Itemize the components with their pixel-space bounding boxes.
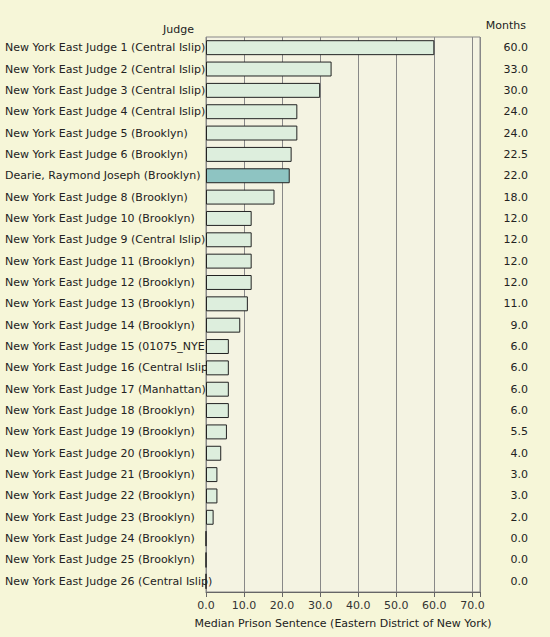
svg-text:New York East Judge 12 (Brookl: New York East Judge 12 (Brooklyn)	[5, 276, 195, 289]
svg-text:5.5: 5.5	[511, 425, 529, 438]
svg-text:New York East Judge 21 (Brookl: New York East Judge 21 (Brooklyn)	[5, 468, 195, 481]
svg-text:0.0: 0.0	[511, 553, 529, 566]
svg-text:30.0: 30.0	[308, 599, 333, 612]
svg-text:New York East Judge 1 (Central: New York East Judge 1 (Central Islip)	[5, 41, 205, 54]
svg-text:New York East Judge 5 (Brookly: New York East Judge 5 (Brooklyn)	[5, 127, 188, 140]
svg-text:New York East Judge 8 (Brookly: New York East Judge 8 (Brooklyn)	[5, 191, 188, 204]
svg-text:33.0: 33.0	[504, 63, 529, 76]
svg-text:Dearie, Raymond Joseph (Brookl: Dearie, Raymond Joseph (Brooklyn)	[5, 169, 201, 182]
svg-text:New York East Judge 20 (Brookl: New York East Judge 20 (Brooklyn)	[5, 447, 195, 460]
svg-text:Months: Months	[486, 19, 526, 32]
svg-text:12.0: 12.0	[504, 255, 529, 268]
svg-text:24.0: 24.0	[504, 105, 529, 118]
svg-text:New York East Judge 23 (Brookl: New York East Judge 23 (Brooklyn)	[5, 511, 195, 524]
svg-text:New York East Judge 3 (Central: New York East Judge 3 (Central Islip)	[5, 84, 205, 97]
svg-text:60.0: 60.0	[422, 599, 447, 612]
svg-text:Judge: Judge	[162, 23, 194, 36]
svg-text:6.0: 6.0	[511, 404, 529, 417]
svg-text:11.0: 11.0	[504, 297, 529, 310]
svg-text:18.0: 18.0	[504, 191, 529, 204]
svg-text:New York East Judge 15 (01075_: New York East Judge 15 (01075_NYE)	[5, 340, 209, 353]
svg-text:12.0: 12.0	[504, 276, 529, 289]
svg-text:New York East Judge 19 (Brookl: New York East Judge 19 (Brooklyn)	[5, 425, 195, 438]
svg-text:20.0: 20.0	[270, 599, 295, 612]
svg-text:3.0: 3.0	[511, 489, 529, 502]
svg-text:6.0: 6.0	[511, 340, 529, 353]
svg-text:60.0: 60.0	[504, 41, 529, 54]
svg-text:22.0: 22.0	[504, 169, 529, 182]
svg-text:New York East Judge 16 (Centra: New York East Judge 16 (Central Islip)	[5, 361, 212, 374]
svg-text:New York East Judge 25 (Brookl: New York East Judge 25 (Brooklyn)	[5, 553, 195, 566]
svg-text:40.0: 40.0	[346, 599, 371, 612]
svg-text:New York East Judge 17 (Manhat: New York East Judge 17 (Manhattan)	[5, 383, 206, 396]
svg-text:New York East Judge 4 (Central: New York East Judge 4 (Central Islip)	[5, 105, 205, 118]
svg-text:New York East Judge 24 (Brookl: New York East Judge 24 (Brooklyn)	[5, 532, 195, 545]
svg-text:4.0: 4.0	[511, 447, 529, 460]
svg-text:0.0: 0.0	[511, 575, 529, 588]
svg-text:50.0: 50.0	[384, 599, 409, 612]
svg-text:New York East Judge 18 (Brookl: New York East Judge 18 (Brooklyn)	[5, 404, 195, 417]
svg-text:30.0: 30.0	[504, 84, 529, 97]
svg-text:12.0: 12.0	[504, 212, 529, 225]
svg-text:9.0: 9.0	[511, 319, 529, 332]
svg-text:New York East Judge 13 (Brookl: New York East Judge 13 (Brooklyn)	[5, 297, 195, 310]
svg-text:0.0: 0.0	[197, 599, 215, 612]
svg-text:New York East Judge 6 (Brookly: New York East Judge 6 (Brooklyn)	[5, 148, 188, 161]
svg-text:New York East Judge 10 (Brookl: New York East Judge 10 (Brooklyn)	[5, 212, 195, 225]
svg-text:New York East Judge 9 (Central: New York East Judge 9 (Central Islip)	[5, 233, 205, 246]
svg-text:Median Prison Sentence (Easter: Median Prison Sentence (Eastern District…	[195, 617, 492, 630]
svg-text:6.0: 6.0	[511, 361, 529, 374]
svg-text:New York East Judge 11 (Brookl: New York East Judge 11 (Brooklyn)	[5, 255, 195, 268]
svg-text:New York East Judge 22 (Brookl: New York East Judge 22 (Brooklyn)	[5, 489, 195, 502]
svg-text:22.5: 22.5	[504, 148, 529, 161]
svg-text:0.0: 0.0	[511, 532, 529, 545]
svg-text:70.0: 70.0	[460, 599, 485, 612]
svg-text:24.0: 24.0	[504, 127, 529, 140]
svg-text:12.0: 12.0	[504, 233, 529, 246]
svg-text:3.0: 3.0	[511, 468, 529, 481]
svg-text:6.0: 6.0	[511, 383, 529, 396]
svg-text:New York East Judge 2 (Central: New York East Judge 2 (Central Islip)	[5, 63, 205, 76]
svg-text:New York East Judge 14 (Brookl: New York East Judge 14 (Brooklyn)	[5, 319, 195, 332]
svg-text:2.0: 2.0	[511, 511, 529, 524]
svg-text:10.0: 10.0	[232, 599, 257, 612]
svg-text:New York East Judge 26 (Centra: New York East Judge 26 (Central Islip)	[5, 575, 212, 588]
